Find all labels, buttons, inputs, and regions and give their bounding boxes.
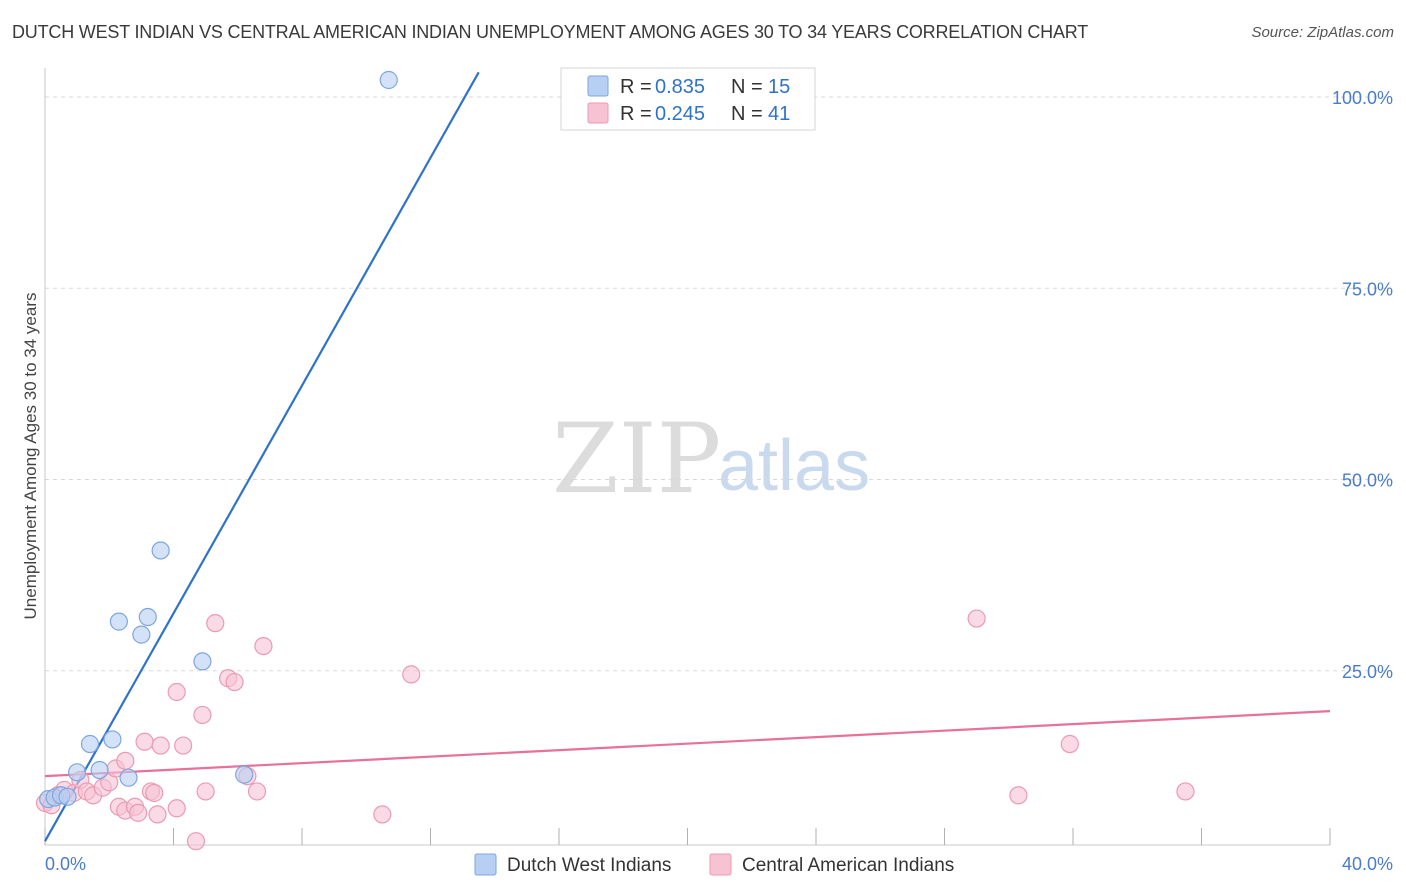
point-dutch-west-indians <box>379 70 398 90</box>
point-central-american-indians <box>206 614 225 633</box>
watermark-zip: ZIP <box>552 403 721 515</box>
legend-r-value-blue: 0.835 <box>655 76 705 98</box>
point-central-american-indians <box>196 782 215 801</box>
point-central-american-indians <box>254 636 273 656</box>
point-central-american-indians <box>186 832 206 851</box>
legend-n-value-blue: 15 <box>768 76 790 98</box>
axes <box>44 68 1331 846</box>
point-central-american-indians <box>145 783 164 803</box>
point-central-american-indians <box>174 736 193 755</box>
point-dutch-west-indians <box>80 734 100 754</box>
point-dutch-west-indians <box>119 768 138 787</box>
y-tick-label: 25.0% <box>1342 662 1393 682</box>
x-tick-label: 0.0% <box>45 854 86 874</box>
point-dutch-west-indians <box>58 787 77 806</box>
point-central-american-indians <box>129 803 148 822</box>
point-dutch-west-indians <box>193 652 212 671</box>
x-tick-label: 40.0% <box>1342 854 1393 874</box>
point-central-american-indians <box>1009 786 1028 805</box>
point-dutch-west-indians <box>68 763 87 782</box>
point-central-american-indians <box>116 751 135 770</box>
trend-line-dutch-west-indians <box>44 71 480 842</box>
y-tick-label: 75.0% <box>1342 279 1393 299</box>
series-legend-swatch-dutch-west-indians <box>474 853 497 876</box>
point-central-american-indians <box>1060 734 1079 754</box>
watermark-atlas: atlas <box>718 426 870 506</box>
legend-n-value-pink: 41 <box>768 103 790 125</box>
legend-r-value-pink: 0.245 <box>655 103 705 125</box>
point-dutch-west-indians <box>151 541 170 560</box>
point-central-american-indians <box>151 736 170 755</box>
series-legend-label-dutch-west-indians: Dutch West Indians <box>507 855 671 876</box>
point-dutch-west-indians <box>103 730 122 749</box>
y-tick-label: 100.0% <box>1332 88 1393 108</box>
point-dutch-west-indians <box>235 765 254 784</box>
legend-r-label-pink: R = <box>620 103 652 125</box>
legend-swatch-blue <box>587 75 609 97</box>
point-central-american-indians <box>247 782 267 801</box>
legend-swatch-pink <box>587 102 609 124</box>
chart-title: DUTCH WEST INDIAN VS CENTRAL AMERICAN IN… <box>12 22 1089 42</box>
point-dutch-west-indians <box>132 625 151 644</box>
point-central-american-indians <box>193 705 212 725</box>
point-central-american-indians <box>1176 782 1195 801</box>
point-central-american-indians <box>167 799 186 818</box>
y-axis-title: Unemployment Among Ages 30 to 34 years <box>21 293 40 620</box>
legend-r-label-blue: R = <box>620 76 652 98</box>
series-legend: Dutch West Indians Central American Indi… <box>474 853 954 876</box>
point-dutch-west-indians <box>138 607 157 627</box>
point-dutch-west-indians <box>90 760 109 780</box>
point-dutch-west-indians <box>109 612 128 631</box>
y-tick-label: 50.0% <box>1342 471 1393 491</box>
trend-lines <box>44 71 1331 842</box>
legend-n-label-pink: N = <box>731 103 763 125</box>
source-credit: Source: ZipAtlas.com <box>1251 24 1394 41</box>
watermark: ZIP atlas <box>552 403 870 515</box>
point-central-american-indians <box>167 682 186 702</box>
legend-n-label-blue: N = <box>731 76 763 98</box>
correlation-legend: R = 0.835 N = 15 R = 0.245 N = 41 <box>560 67 816 131</box>
point-central-american-indians <box>373 805 392 824</box>
point-central-american-indians <box>402 665 421 684</box>
series-legend-swatch-central-american-indians <box>709 853 732 876</box>
data-points <box>35 70 1195 851</box>
trend-line-central-american-indians <box>44 710 1331 778</box>
point-central-american-indians <box>967 609 986 628</box>
point-central-american-indians <box>148 805 167 824</box>
point-central-american-indians <box>225 672 244 692</box>
y-tick-labels: 25.0% 50.0% 75.0% 100.0% <box>1332 88 1393 682</box>
gridlines <box>45 96 1390 672</box>
series-legend-label-central-american-indians: Central American Indians <box>742 855 954 876</box>
x-tick-labels: 0.0% 40.0% <box>45 854 1393 874</box>
point-central-american-indians <box>135 732 154 751</box>
